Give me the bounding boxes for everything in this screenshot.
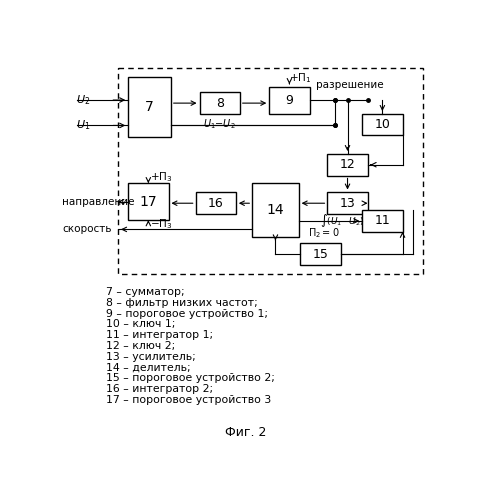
Bar xyxy=(128,77,171,137)
Text: 14: 14 xyxy=(266,203,284,217)
Bar xyxy=(327,192,368,214)
Bar xyxy=(200,92,240,114)
Text: 11: 11 xyxy=(374,214,390,228)
Bar xyxy=(362,114,403,136)
Text: направление: направление xyxy=(62,196,135,206)
Text: 11 – интегратор 1;: 11 – интегратор 1; xyxy=(107,330,214,340)
Text: 15 – пороговое устройство 2;: 15 – пороговое устройство 2; xyxy=(107,374,276,384)
Text: 10: 10 xyxy=(374,118,390,131)
Text: 7: 7 xyxy=(145,100,154,114)
Text: 15: 15 xyxy=(312,248,328,260)
Text: 17: 17 xyxy=(140,194,157,208)
Text: 8: 8 xyxy=(216,96,224,110)
Text: $+\Pi_1$: $+\Pi_1$ xyxy=(289,71,312,85)
Text: $U_1$: $U_1$ xyxy=(75,118,90,132)
Text: $+\Pi_3$: $+\Pi_3$ xyxy=(150,170,173,184)
Text: 14 – делитель;: 14 – делитель; xyxy=(107,362,191,372)
Text: разрешение: разрешение xyxy=(316,80,384,90)
Text: 16: 16 xyxy=(208,196,224,209)
Text: 9 – пороговое устройство 1;: 9 – пороговое устройство 1; xyxy=(107,308,268,318)
Text: 12: 12 xyxy=(340,158,355,171)
Bar xyxy=(269,87,310,114)
Bar xyxy=(362,210,403,232)
Text: 9: 9 xyxy=(286,94,293,107)
Text: 13 – усилитель;: 13 – усилитель; xyxy=(107,352,196,362)
Text: 13: 13 xyxy=(340,196,355,209)
Text: 12 – ключ 2;: 12 – ключ 2; xyxy=(107,341,176,351)
Text: $U_2$: $U_2$ xyxy=(75,93,90,107)
Text: $\int(U_1$$-$$U_2)$: $\int(U_1$$-$$U_2)$ xyxy=(321,212,364,230)
Bar xyxy=(300,244,340,265)
Text: 8 – фильтр низких частот;: 8 – фильтр низких частот; xyxy=(107,298,258,308)
Bar xyxy=(128,183,168,220)
Bar xyxy=(118,68,423,274)
Text: 16 – интегратор 2;: 16 – интегратор 2; xyxy=(107,384,214,394)
Text: 10 – ключ 1;: 10 – ключ 1; xyxy=(107,320,176,330)
Text: Фиг. 2: Фиг. 2 xyxy=(225,426,267,439)
Bar xyxy=(196,192,236,214)
Bar xyxy=(327,154,368,176)
Text: скорость: скорость xyxy=(62,224,112,234)
Bar xyxy=(252,183,299,237)
Text: 7 – сумматор;: 7 – сумматор; xyxy=(107,287,185,297)
Text: 17 – пороговое устройство 3: 17 – пороговое устройство 3 xyxy=(107,395,272,405)
Text: $U_1$$-$$U_2$: $U_1$$-$$U_2$ xyxy=(204,117,236,131)
Text: $\Pi_2$$=0$: $\Pi_2$$=0$ xyxy=(308,226,339,240)
Text: $-\Pi_3$: $-\Pi_3$ xyxy=(150,217,173,231)
